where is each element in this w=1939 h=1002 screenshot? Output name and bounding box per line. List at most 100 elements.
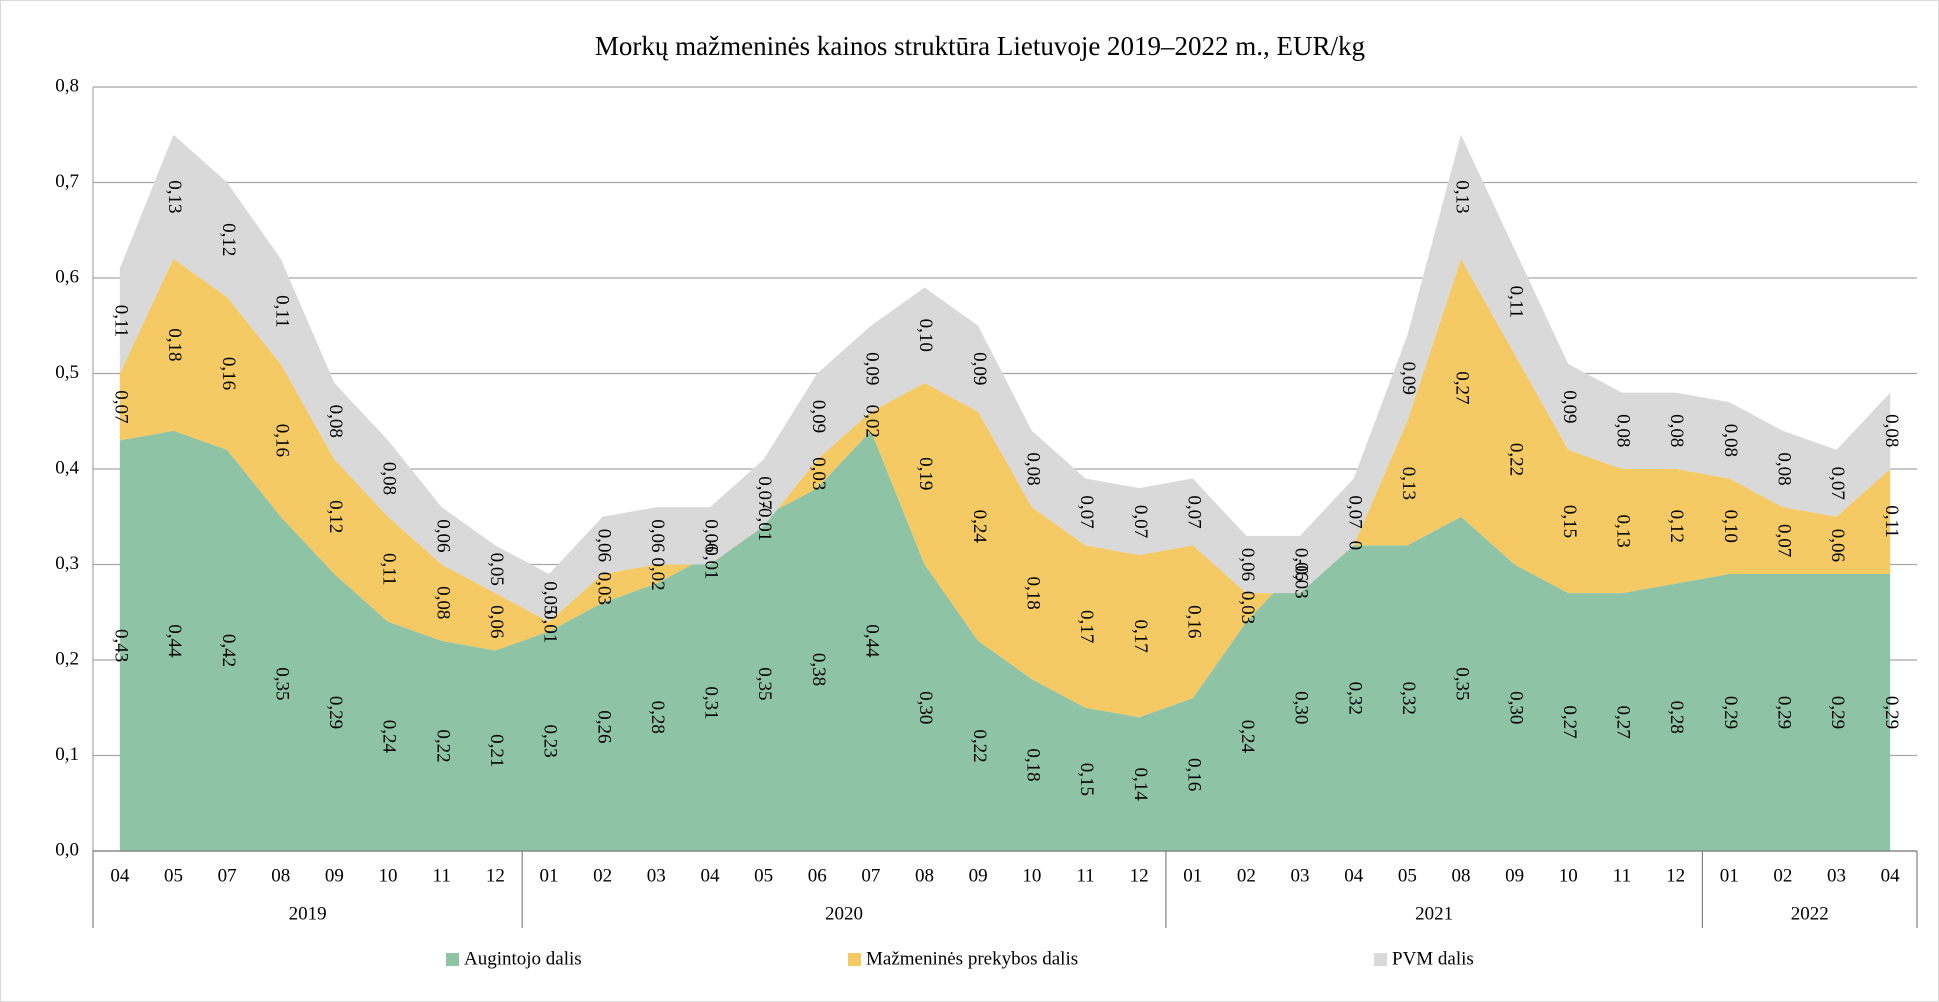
data-label: 0,35 — [271, 667, 292, 700]
data-label: 0,06 — [1237, 548, 1258, 581]
x-tick-label: 06 — [808, 865, 827, 886]
area — [119, 258, 1891, 718]
data-label: 0,11 — [1505, 286, 1526, 319]
data-label: 0,29 — [1827, 696, 1848, 729]
x-tick-label: 04 — [1344, 865, 1364, 886]
x-tick-label: 02 — [593, 865, 612, 886]
data-label: 0,15 — [1559, 505, 1580, 538]
data-label: 0,08 — [1613, 414, 1634, 447]
x-tick-label: 09 — [969, 865, 988, 886]
x-tick-label: 09 — [325, 865, 344, 886]
data-label: 0,13 — [164, 180, 185, 213]
data-label: 0,30 — [915, 691, 936, 724]
data-label: 0,13 — [1452, 180, 1473, 213]
data-label: -0,01 — [701, 540, 722, 580]
area — [119, 430, 1891, 851]
data-label: 0,16 — [218, 357, 239, 390]
data-label: 0,27 — [1559, 705, 1580, 738]
legend-label: Augintojo dalis — [464, 948, 582, 969]
data-label: 0,08 — [379, 462, 400, 495]
data-label: -0,03 — [1291, 559, 1312, 599]
data-label: 0,06 — [647, 519, 668, 552]
data-label: 0,09 — [862, 352, 883, 385]
y-tick-label: 0,7 — [55, 171, 79, 192]
data-label: 0,32 — [1398, 682, 1419, 715]
legend-label: PVM dalis — [1392, 948, 1474, 969]
data-label: 0,11 — [1881, 505, 1902, 538]
year-label: 2020 — [825, 903, 863, 924]
data-label: 0,13 — [1613, 514, 1634, 547]
data-label: 0,07 — [1344, 495, 1365, 528]
legend-swatch — [1374, 953, 1387, 966]
data-label: 0,08 — [1666, 414, 1687, 447]
data-label: 0,35 — [1452, 667, 1473, 700]
chart-title: Morkų mažmeninės kainos struktūra Lietuv… — [595, 31, 1365, 61]
x-tick-label: 09 — [1505, 865, 1524, 886]
data-label: 0,21 — [486, 734, 507, 767]
data-label: 0,06 — [432, 519, 453, 552]
legend-label: Mažmeninės prekybos dalis — [866, 948, 1078, 969]
data-label: 0,29 — [1881, 696, 1902, 729]
y-tick-label: 0,2 — [55, 648, 79, 669]
x-tick-label: 12 — [1130, 865, 1149, 886]
data-label: 0,03 — [593, 572, 614, 605]
data-label: 0,08 — [325, 405, 346, 438]
data-label: 0,44 — [862, 624, 883, 658]
data-label: 0,07 — [1774, 524, 1795, 557]
data-label: 0,11 — [379, 553, 400, 586]
data-label: 0,28 — [1666, 701, 1687, 734]
x-tick-label: 10 — [1559, 865, 1578, 886]
x-tick-label: 01 — [1183, 865, 1202, 886]
data-label: 0,05 — [486, 553, 507, 586]
data-label: 0,02 — [862, 405, 883, 438]
y-tick-label: 0,3 — [55, 553, 79, 574]
data-label: -0,01 — [754, 502, 775, 542]
data-label: 0,07 — [1130, 505, 1151, 538]
data-label: 0,07 — [1827, 467, 1848, 500]
data-label: 0,26 — [593, 710, 614, 743]
x-tick-label: 04 — [110, 865, 130, 886]
x-tick-label: 12 — [486, 865, 505, 886]
data-label: 0,27 — [1452, 371, 1473, 404]
data-label: 0,22 — [969, 729, 990, 762]
y-tick-label: 0,5 — [55, 362, 79, 383]
legend-swatch — [848, 953, 861, 966]
data-label: 0,29 — [1720, 696, 1741, 729]
data-label: 0,18 — [1022, 748, 1043, 781]
legend-swatch — [446, 953, 459, 966]
x-tick-label: 05 — [1398, 865, 1417, 886]
data-label: 0,12 — [218, 223, 239, 256]
data-label: 0 — [1344, 541, 1365, 551]
x-tick-label: 11 — [433, 865, 451, 886]
data-label: 0,07 — [1076, 495, 1097, 528]
x-tick-label: 04 — [1881, 865, 1901, 886]
x-tick-label: 08 — [915, 865, 934, 886]
data-label: 0,09 — [808, 400, 829, 433]
x-tick-label: 01 — [540, 865, 559, 886]
y-tick-label: 0,8 — [55, 75, 79, 96]
data-label: 0,38 — [808, 653, 829, 686]
data-label: 0,14 — [1130, 768, 1151, 802]
x-tick-label: 07 — [861, 865, 880, 886]
data-label: 0,35 — [754, 667, 775, 700]
data-label: 0,43 — [110, 629, 131, 662]
y-tick-label: 0,4 — [55, 457, 79, 478]
data-label: 0,03 — [1237, 591, 1258, 624]
data-label: 0,18 — [1022, 577, 1043, 610]
data-label: 0,02 — [647, 557, 668, 590]
x-tick-label: 12 — [1666, 865, 1685, 886]
x-tick-label: 02 — [1773, 865, 1792, 886]
data-label: 0,13 — [1398, 467, 1419, 500]
data-label: 0,16 — [1183, 605, 1204, 638]
data-label: 0,08 — [1774, 452, 1795, 485]
x-tick-label: 11 — [1613, 865, 1631, 886]
year-label: 2022 — [1791, 903, 1829, 924]
data-label: 0,29 — [1774, 696, 1795, 729]
data-label: 0,05 — [540, 581, 561, 614]
year-label: 2019 — [289, 903, 327, 924]
data-label: 0,06 — [701, 519, 722, 552]
x-tick-label: 03 — [1827, 865, 1846, 886]
data-label: 0,16 — [271, 424, 292, 457]
data-label: 0,30 — [1505, 691, 1526, 724]
data-label: 0,29 — [325, 696, 346, 729]
